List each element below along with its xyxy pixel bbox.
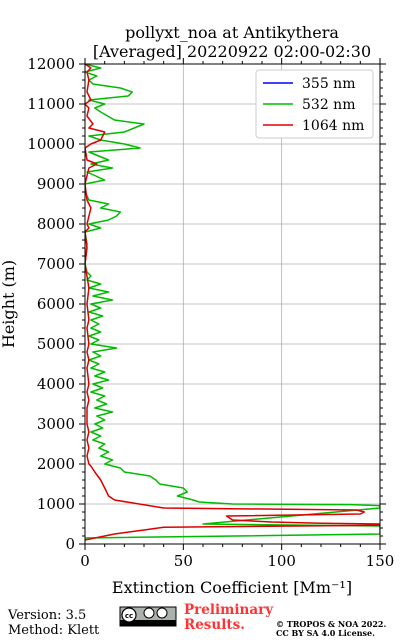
preliminary-text-line-2: Results. bbox=[184, 617, 245, 633]
y-axis-label: Height (m) bbox=[0, 260, 18, 348]
y-tick-label: 7000 bbox=[37, 255, 75, 273]
x-tick-label: 50 bbox=[174, 552, 193, 570]
y-tick-label: 8000 bbox=[37, 215, 75, 233]
x-tick-label: 150 bbox=[366, 552, 395, 570]
series-layer bbox=[85, 64, 380, 541]
y-tick-label: 3000 bbox=[37, 415, 75, 433]
legend: 355 nm 532 nm 1064 nm bbox=[255, 69, 374, 139]
method-text: Method: Klett bbox=[8, 623, 100, 638]
y-tick-label: 0 bbox=[65, 535, 75, 553]
series-line-1064-nm bbox=[85, 64, 380, 541]
plot-frame bbox=[84, 63, 381, 545]
cc-by-sa-icon: cc bbox=[119, 606, 177, 627]
legend-label: 532 nm bbox=[302, 97, 355, 113]
chart-title: pollyxt_noa at Antikythera [Averaged] 20… bbox=[93, 23, 371, 61]
tick-labels: 0 50 100 150 0 1000 2000 3000 4000 5000 6000 7000 80… bbox=[27, 55, 394, 570]
y-tick-label: 11000 bbox=[27, 95, 75, 113]
x-tick-label: 100 bbox=[267, 552, 296, 570]
y-tick-label: 9000 bbox=[37, 175, 75, 193]
legend-box bbox=[255, 69, 374, 139]
chart-title-line-2: [Averaged] 20220922 02:00-02:30 bbox=[93, 42, 371, 61]
y-tick-label: 2000 bbox=[37, 455, 75, 473]
y-tick-label: 1000 bbox=[37, 495, 75, 513]
preliminary-text-line-1: Preliminary bbox=[184, 602, 274, 618]
svg-text:cc: cc bbox=[125, 612, 133, 620]
y-tick-label: 4000 bbox=[37, 375, 75, 393]
y-tick-label: 10000 bbox=[27, 135, 75, 153]
legend-label: 355 nm bbox=[302, 76, 355, 92]
y-tick-label: 12000 bbox=[27, 55, 75, 73]
version-text: Version: 3.5 bbox=[7, 608, 86, 623]
x-tick-label: 0 bbox=[80, 552, 90, 570]
legend-label: 1064 nm bbox=[302, 118, 364, 134]
y-tick-label: 6000 bbox=[37, 295, 75, 313]
copyright-line-2: CC BY SA 4.0 License. bbox=[276, 628, 375, 638]
footer: Version: 3.5 Method: Klett cc Preliminar… bbox=[7, 602, 386, 638]
chart-title-line-1: pollyxt_noa at Antikythera bbox=[125, 23, 339, 42]
x-axis-label: Extinction Coefficient [Mm⁻¹] bbox=[112, 578, 352, 597]
series-line-532-nm bbox=[85, 64, 380, 539]
y-tick-label: 5000 bbox=[37, 335, 75, 353]
copyright-line-1: © TROPOS & NOA 2022. bbox=[276, 619, 386, 629]
